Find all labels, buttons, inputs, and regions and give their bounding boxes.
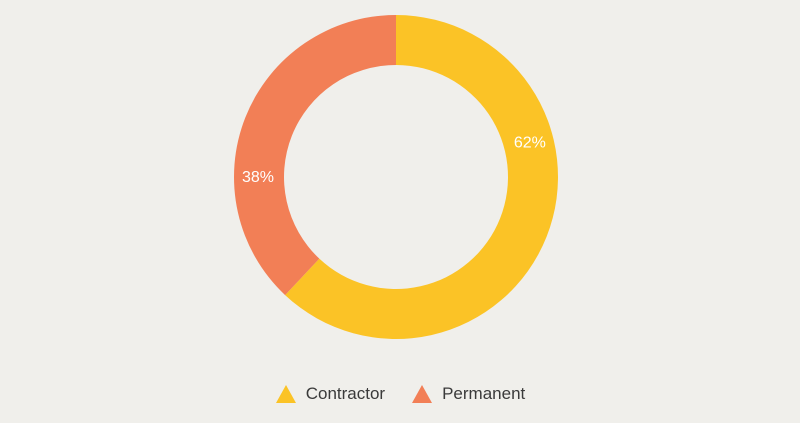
legend-marker-contractor [275, 385, 296, 403]
chart-legend: Contractor Permanent [0, 384, 800, 404]
legend-label-contractor: Contractor [305, 384, 386, 403]
legend-marker-permanent [412, 385, 433, 403]
legend-label-permanent: Permanent [442, 384, 526, 403]
legend-item-contractor[interactable]: Contractor [275, 384, 385, 404]
data-label-contractor: 62% [514, 135, 546, 152]
legend-item-permanent[interactable]: Permanent [411, 384, 525, 404]
donut-slice-contractor[interactable] [285, 15, 558, 339]
data-label-permanent: 38% [242, 169, 274, 186]
triangle-up-icon [412, 385, 433, 403]
triangle-up-icon [275, 385, 296, 403]
donut-slice-permanent[interactable] [233, 15, 396, 296]
